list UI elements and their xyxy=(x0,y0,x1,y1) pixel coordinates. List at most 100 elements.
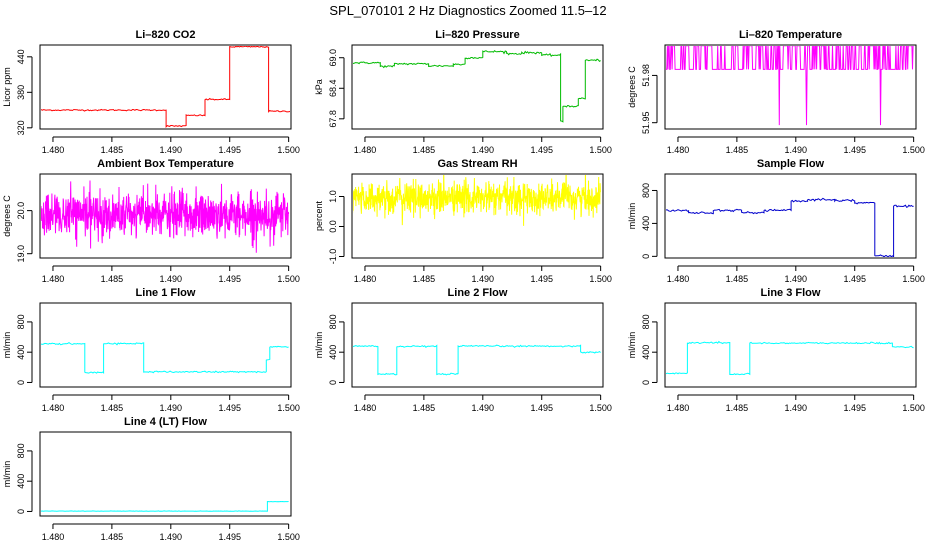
x-tick-label: 1.495 xyxy=(530,403,553,413)
y-axis-label: ml/min xyxy=(627,203,637,230)
x-tick-label: 1.495 xyxy=(218,403,241,413)
y-axis-label: percent xyxy=(314,200,324,231)
y-tick-label: 800 xyxy=(328,314,338,329)
plot-frame xyxy=(351,44,604,130)
x-tick-label: 1.490 xyxy=(785,403,808,413)
panel-9: Line 3 Flow 1.480 1.485 1.490 1.495 1.500 0 400… xyxy=(627,287,925,413)
y-tick-label: 800 xyxy=(16,314,26,329)
y-tick-label: 0 xyxy=(328,380,338,385)
x-tick-label: 1.500 xyxy=(277,145,300,155)
x-tick-label: 1.480 xyxy=(42,403,65,413)
y-tick-label: 800 xyxy=(16,443,26,458)
panel-7: Line 1 Flow 1.480 1.485 1.490 1.495 1.500 0 400… xyxy=(2,287,300,413)
y-axis-label: ml/min xyxy=(314,332,324,359)
x-tick-label: 1.485 xyxy=(101,274,124,284)
panel-title: Li–820 Temperature xyxy=(739,29,842,41)
y-tick-label: 0 xyxy=(641,380,651,385)
x-tick-label: 1.500 xyxy=(902,145,925,155)
y-tick-label: 19.0 xyxy=(16,245,26,263)
x-tick-label: 1.500 xyxy=(277,532,300,540)
plot-frame xyxy=(39,302,292,388)
x-tick-label: 1.480 xyxy=(667,403,690,413)
y-tick-label: 800 xyxy=(641,314,651,329)
y-tick-label: 69.0 xyxy=(328,49,338,67)
x-tick-label: 1.495 xyxy=(530,274,553,284)
y-tick-label: 67.8 xyxy=(328,110,338,128)
x-tick-label: 1.480 xyxy=(42,145,65,155)
x-tick-label: 1.490 xyxy=(472,274,495,284)
y-axis-label: ml/min xyxy=(2,461,12,488)
x-tick-label: 1.480 xyxy=(42,532,65,540)
x-tick-label: 1.485 xyxy=(413,145,436,155)
panel-title: Line 2 Flow xyxy=(448,287,508,299)
x-tick-label: 1.485 xyxy=(101,403,124,413)
panel-title: Line 4 (LT) Flow xyxy=(124,416,207,428)
y-tick-label: 0.0 xyxy=(328,220,338,233)
series-line xyxy=(41,180,290,253)
y-tick-label: 400 xyxy=(16,345,26,360)
x-tick-label: 1.490 xyxy=(160,274,183,284)
x-tick-label: 1.480 xyxy=(42,274,65,284)
y-tick-label: 400 xyxy=(641,345,651,360)
x-tick-label: 1.480 xyxy=(667,274,690,284)
y-axis-label: degrees C xyxy=(2,195,12,237)
x-tick-label: 1.490 xyxy=(160,403,183,413)
panel-3: Li–820 Temperature 1.480 1.485 1.490 1.495 1.… xyxy=(627,29,925,155)
y-tick-label: 400 xyxy=(641,216,651,231)
y-axis-label: kPa xyxy=(314,79,324,95)
panel-8: Line 2 Flow 1.480 1.485 1.490 1.495 1.500 0 400… xyxy=(314,287,612,413)
x-tick-label: 1.490 xyxy=(785,145,808,155)
x-tick-label: 1.490 xyxy=(472,145,495,155)
panel-title: Li–820 CO2 xyxy=(136,29,196,41)
panel-4: Ambient Box Temperature 1.480 1.485 1.490 1.… xyxy=(2,158,300,284)
y-tick-label: 0 xyxy=(641,254,651,259)
panel-2: Li–820 Pressure 1.480 1.485 1.490 1.495 1.500… xyxy=(314,29,612,155)
plot-frame xyxy=(664,173,917,259)
series-line xyxy=(41,500,289,512)
x-tick-label: 1.500 xyxy=(902,274,925,284)
y-tick-label: 51.98 xyxy=(641,64,651,87)
panel-1: Li–820 CO2 1.480 1.485 1.490 1.495 1.500 320 38… xyxy=(2,29,300,155)
y-tick-label: 800 xyxy=(641,183,651,198)
panel-6: Sample Flow 1.480 1.485 1.490 1.495 1.500 0 400… xyxy=(627,158,925,284)
plot-frame xyxy=(39,173,292,259)
y-tick-label: 68.4 xyxy=(328,80,338,98)
series-line xyxy=(41,341,289,374)
x-tick-label: 1.500 xyxy=(589,274,612,284)
x-tick-label: 1.495 xyxy=(843,403,866,413)
x-tick-label: 1.485 xyxy=(101,532,124,540)
x-tick-label: 1.495 xyxy=(843,145,866,155)
y-tick-label: 320 xyxy=(16,120,26,135)
figure-title: SPL_070101 2 Hz Diagnostics Zoomed 11.5–… xyxy=(329,3,606,18)
y-tick-label: 0 xyxy=(16,380,26,385)
x-tick-label: 1.485 xyxy=(726,403,749,413)
series-line xyxy=(353,50,601,123)
x-tick-label: 1.480 xyxy=(354,145,377,155)
x-tick-label: 1.485 xyxy=(413,274,436,284)
x-tick-label: 1.485 xyxy=(101,145,124,155)
panel-title: Sample Flow xyxy=(757,158,825,170)
y-axis-label: Licor ppm xyxy=(2,67,12,107)
x-tick-label: 1.490 xyxy=(160,532,183,540)
x-tick-label: 1.495 xyxy=(218,274,241,284)
plot-frame xyxy=(664,44,917,130)
x-tick-label: 1.490 xyxy=(160,145,183,155)
panel-title: Li–820 Pressure xyxy=(435,29,519,41)
series-line xyxy=(41,46,290,128)
y-axis-label: degrees C xyxy=(627,66,637,108)
series-line xyxy=(666,46,914,126)
y-tick-label: 440 xyxy=(16,49,26,64)
plot-frame xyxy=(39,44,292,130)
panel-title: Gas Stream RH xyxy=(437,158,517,170)
plot-frame xyxy=(351,173,604,259)
panel-5: Gas Stream RH 1.480 1.485 1.490 1.495 1.500 -1… xyxy=(314,158,612,284)
x-tick-label: 1.500 xyxy=(277,274,300,284)
y-tick-label: 1.0 xyxy=(328,190,338,203)
x-tick-label: 1.490 xyxy=(785,274,808,284)
x-tick-label: 1.500 xyxy=(902,403,925,413)
x-tick-label: 1.490 xyxy=(472,403,495,413)
x-tick-label: 1.495 xyxy=(530,145,553,155)
x-tick-label: 1.480 xyxy=(354,274,377,284)
x-tick-label: 1.480 xyxy=(354,403,377,413)
